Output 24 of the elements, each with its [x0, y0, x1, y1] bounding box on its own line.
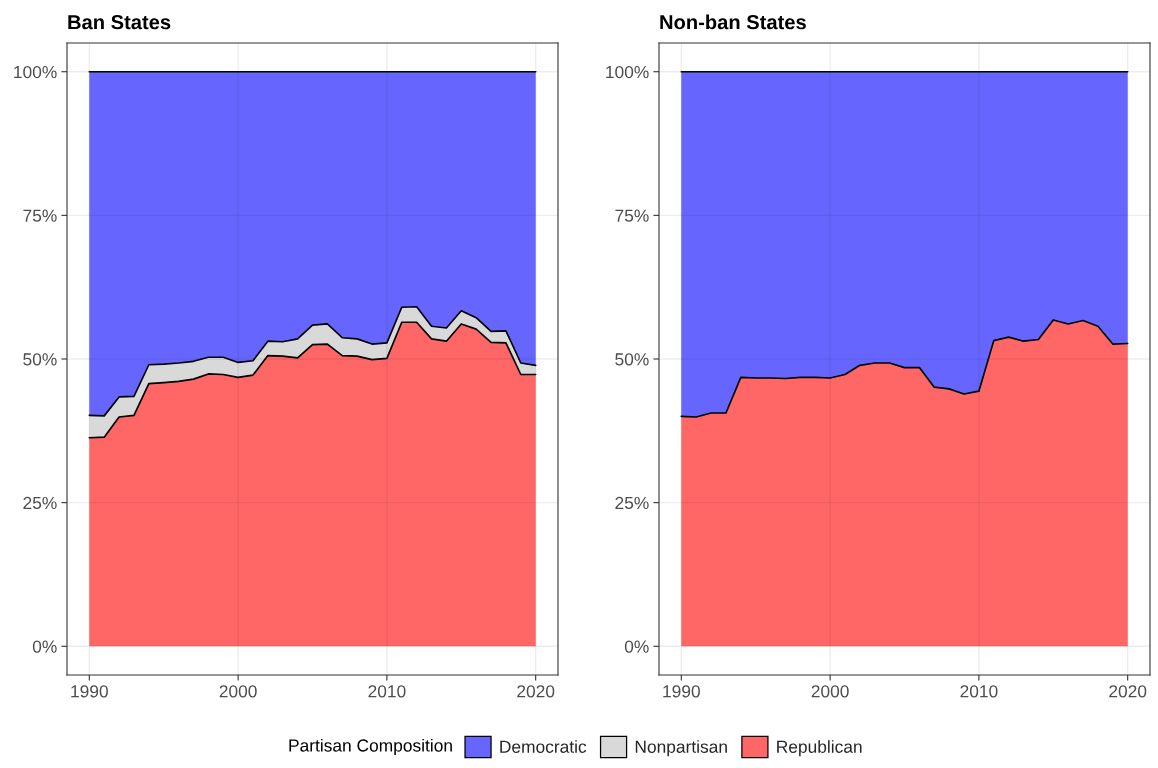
y-tick-label: 75%	[615, 209, 649, 222]
y-tick-label: 0%	[32, 640, 57, 653]
y-tick-label: 50%	[615, 353, 649, 366]
x-tick-label: 1990	[663, 685, 700, 698]
chart-title: Ban States	[68, 15, 171, 30]
x-tick-label: 2020	[517, 685, 555, 698]
y-tick-label: 100%	[14, 65, 57, 79]
y-tick-label: 75%	[23, 209, 57, 222]
y-tick-label: 25%	[615, 496, 649, 510]
x-tick-label: 2020	[1109, 685, 1147, 698]
x-tick-label: 2010	[368, 685, 406, 698]
legend-label: Republican	[777, 740, 862, 757]
legend-title: Partisan Composition	[289, 738, 452, 756]
x-tick-label: 2000	[811, 685, 849, 698]
x-tick-label: 1990	[71, 685, 108, 698]
y-tick-label: 100%	[606, 65, 649, 79]
legend-label: Democratic	[500, 740, 587, 753]
legend-label: Nonpartisan	[635, 740, 727, 757]
x-tick-label: 2010	[960, 685, 998, 698]
y-tick-label: 50%	[23, 353, 57, 366]
chart-title: Non-ban States	[660, 14, 806, 30]
y-tick-label: 25%	[23, 496, 57, 510]
y-tick-label: 0%	[624, 640, 649, 653]
x-tick-label: 2000	[219, 685, 257, 698]
